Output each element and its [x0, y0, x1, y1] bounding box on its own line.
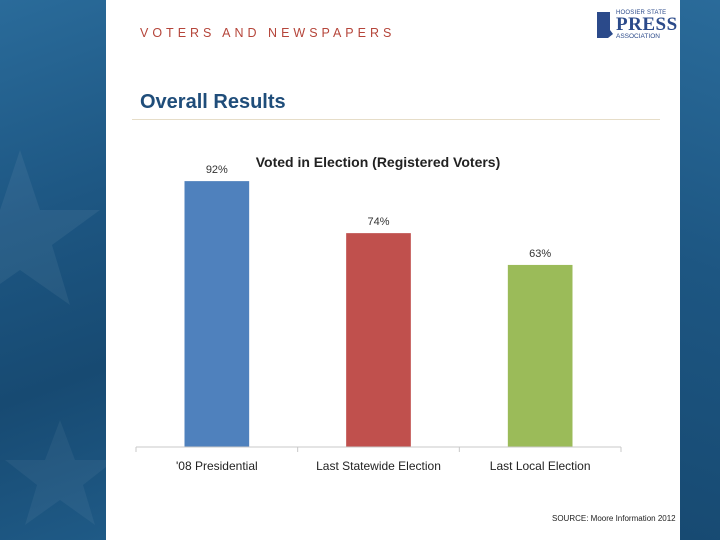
bar-1 — [346, 233, 411, 447]
slide-title: Overall Results — [140, 91, 286, 113]
chart-title: Voted in Election (Registered Voters) — [256, 154, 501, 170]
logo-bottom-text: ASSOCIATION — [616, 33, 660, 40]
bar-2 — [507, 264, 573, 447]
background-stars — [0, 150, 106, 525]
logo-top-text: HOOSIER STATE — [616, 10, 667, 16]
logo-main-text: PRESS — [616, 14, 678, 35]
source-note: SOURCE: Moore Information 2012 — [552, 514, 676, 523]
category-label-1: Last Statewide Election — [316, 459, 441, 473]
slide: VOTERS AND NEWSPAPERS HOOSIER STATE PRES… — [106, 0, 680, 540]
bar-value-label-2: 63% — [529, 248, 551, 260]
category-label-2: Last Local Election — [490, 459, 591, 473]
bar-value-label-1: 74% — [367, 216, 389, 228]
bar-0 — [184, 181, 250, 447]
bar-chart: Voted in Election (Registered Voters) 92… — [135, 154, 622, 473]
title-divider — [132, 119, 660, 120]
section-label: VOTERS AND NEWSPAPERS — [140, 26, 396, 40]
indiana-state-icon — [597, 12, 613, 38]
press-association-logo: HOOSIER STATE PRESS ASSOCIATION — [594, 10, 677, 40]
background-right-panel — [680, 0, 720, 540]
category-label-0: '08 Presidential — [176, 459, 258, 473]
bar-value-label-0: 92% — [206, 164, 228, 176]
background-left-panel — [0, 0, 106, 540]
